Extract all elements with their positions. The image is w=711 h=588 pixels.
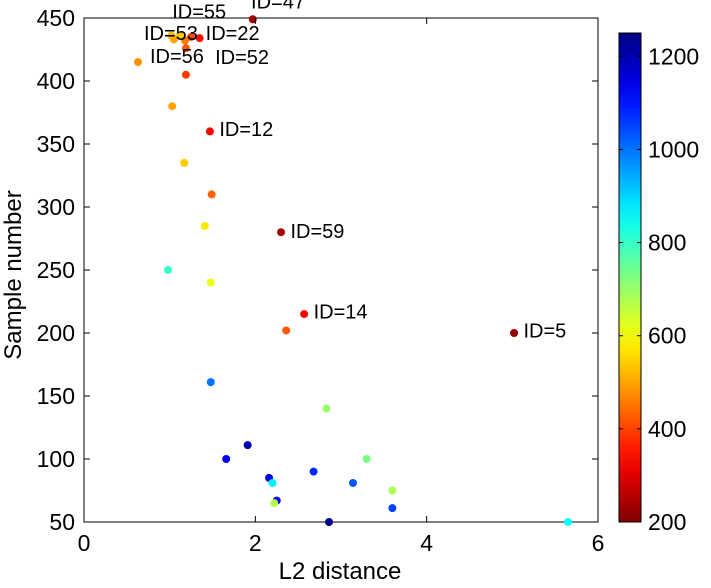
data-point — [510, 329, 519, 337]
data-point — [180, 158, 189, 167]
data-point — [362, 455, 371, 463]
data-point — [243, 441, 252, 450]
point-annotation: ID=59 — [290, 221, 344, 243]
data-point — [388, 504, 397, 513]
data-point — [309, 467, 318, 476]
y-tick-label: 450 — [37, 5, 75, 31]
y-axis: 50 100 150 200 250 300 350 400 450 — [37, 5, 598, 535]
data-point — [388, 486, 397, 495]
data-point — [200, 221, 209, 230]
colorbar-tick-label: 1000 — [648, 136, 699, 162]
data-point — [168, 102, 177, 111]
colorbar-tick-label: 600 — [648, 323, 686, 349]
data-point — [282, 326, 291, 335]
point-annotation: ID=55 — [172, 2, 226, 24]
point-annotation: ID=52 — [215, 47, 269, 69]
data-point — [277, 228, 286, 237]
data-point — [300, 310, 309, 319]
data-point — [248, 15, 257, 24]
y-tick-label: 50 — [49, 509, 75, 535]
x-tick-label: 4 — [420, 530, 433, 556]
point-annotation: ID=22 — [206, 23, 260, 45]
data-point — [181, 36, 190, 45]
data-point — [322, 404, 331, 413]
x-tick-label: 0 — [78, 530, 91, 556]
colorbar-tick-label: 200 — [648, 509, 686, 535]
data-point — [133, 58, 142, 67]
colorbar: 200 400 600 800 1000 1200 — [618, 32, 699, 535]
data-point — [348, 478, 357, 487]
data-point — [169, 35, 178, 44]
y-tick-label: 250 — [37, 257, 75, 283]
y-tick-label: 100 — [37, 446, 75, 472]
data-point — [181, 70, 190, 79]
y-tick-label: 350 — [37, 131, 75, 157]
colorbar-tick-label: 1200 — [648, 43, 699, 69]
point-annotation: ID=14 — [314, 302, 368, 324]
y-tick-label: 150 — [37, 383, 75, 409]
point-annotation: ID=56 — [150, 46, 204, 68]
y-tick-label: 200 — [37, 320, 75, 346]
y-tick-label: 300 — [37, 194, 75, 220]
data-point — [175, 31, 184, 40]
point-annotation: ID=5 — [523, 320, 566, 342]
data-point — [268, 478, 277, 487]
plot-area — [83, 17, 599, 523]
y-tick-label: 400 — [37, 68, 75, 94]
points-layer — [133, 15, 573, 526]
point-annotation: ID=47 — [251, 0, 305, 14]
x-tick-label: 6 — [592, 530, 605, 556]
data-point — [207, 190, 216, 199]
y-axis-label: Sample number — [0, 190, 27, 359]
data-point — [206, 278, 215, 287]
x-axis-label: L2 distance — [279, 558, 402, 585]
colorbar-tick-label: 400 — [648, 416, 686, 442]
point-annotation: ID=53 — [144, 23, 198, 45]
data-point — [270, 499, 279, 508]
data-point — [205, 127, 214, 136]
data-point — [564, 518, 573, 526]
data-point — [163, 266, 172, 274]
point-annotation: ID=12 — [219, 119, 273, 141]
data-point — [181, 44, 190, 53]
data-point — [195, 34, 204, 43]
data-point — [325, 518, 334, 526]
x-tick-label: 2 — [249, 530, 262, 556]
colorbar-tick-label: 800 — [648, 230, 686, 256]
data-point — [187, 32, 196, 41]
colorbar-gradient — [618, 32, 642, 523]
x-axis: 0 2 4 6 — [78, 18, 605, 556]
data-point — [222, 455, 231, 463]
data-point — [206, 378, 215, 387]
